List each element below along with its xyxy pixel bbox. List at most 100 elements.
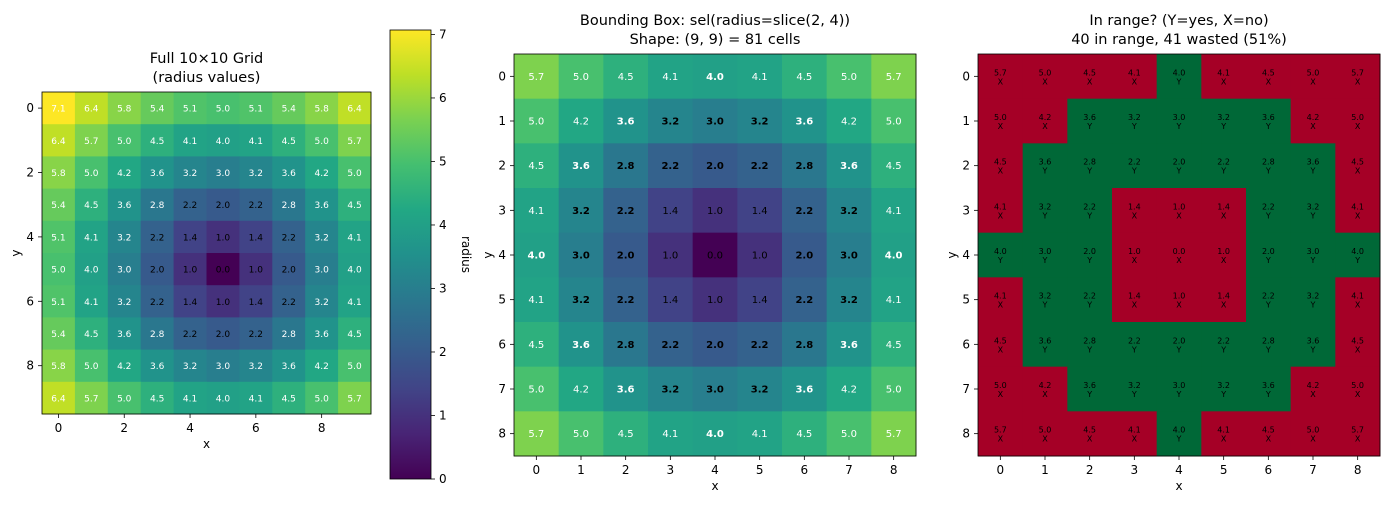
cell-marker-label: X bbox=[1355, 345, 1361, 354]
cell-value-label: 3.6 bbox=[572, 340, 590, 351]
heatmap-cell bbox=[305, 253, 339, 286]
heatmap-cell bbox=[107, 317, 142, 351]
cell-value-label: 4.0 bbox=[706, 72, 724, 83]
heatmap-cell bbox=[1022, 232, 1068, 278]
heatmap-cell bbox=[603, 54, 649, 100]
cell-value-label: 2.8 bbox=[1262, 158, 1275, 167]
heatmap-cell bbox=[140, 317, 175, 351]
cell-value-label: 4.1 bbox=[1128, 426, 1141, 435]
cell-value-label: 4.1 bbox=[1351, 202, 1364, 211]
cell-value-label: 5.0 bbox=[84, 169, 99, 179]
cell-marker-label: Y bbox=[1042, 301, 1048, 310]
heatmap-cell bbox=[603, 277, 649, 323]
colorbar-label: radius bbox=[459, 236, 473, 273]
heatmap-cell bbox=[1201, 98, 1247, 144]
heatmap-cell bbox=[305, 220, 339, 254]
cell-marker-label: Y bbox=[1265, 256, 1271, 265]
heatmap-cell bbox=[558, 188, 604, 234]
heatmap-cell bbox=[826, 98, 872, 144]
cell-marker-label: Y bbox=[1265, 301, 1271, 310]
heatmap-cell bbox=[692, 54, 738, 100]
heatmap-cell bbox=[1290, 232, 1336, 278]
heatmap-cell bbox=[173, 381, 207, 415]
cell-value-label: 2.8 bbox=[282, 330, 297, 340]
cell-value-label: 3.6 bbox=[1307, 336, 1320, 345]
cell-value-label: 5.0 bbox=[347, 362, 362, 372]
heatmap-cell bbox=[1201, 366, 1247, 412]
x-axis-label: x bbox=[1175, 479, 1182, 493]
heatmap-cell bbox=[1067, 411, 1113, 457]
x-tick-label: 7 bbox=[1309, 463, 1317, 477]
x-tick-label: 7 bbox=[845, 463, 853, 477]
y-tick-label: 5 bbox=[498, 293, 506, 307]
cell-value-label: 5.0 bbox=[347, 169, 362, 179]
cell-value-label: 1.0 bbox=[1128, 247, 1141, 256]
cell-value-label: 3.6 bbox=[617, 117, 635, 128]
cell-marker-label: Y bbox=[1310, 167, 1316, 176]
heatmap-cell bbox=[1246, 411, 1292, 457]
heatmap-cell bbox=[1067, 366, 1113, 412]
heatmap-cell bbox=[978, 98, 1024, 144]
x-tick-label: 6 bbox=[1265, 463, 1273, 477]
heatmap-cell bbox=[1067, 277, 1113, 323]
heatmap-cell bbox=[1335, 188, 1381, 234]
x-tick-label: 0 bbox=[533, 463, 541, 477]
heatmap-cell bbox=[206, 317, 240, 351]
cell-value-label: 3.2 bbox=[751, 385, 769, 396]
cell-value-label: 3.0 bbox=[706, 117, 724, 128]
cell-value-label: 2.2 bbox=[183, 201, 197, 211]
heatmap-cell bbox=[978, 411, 1024, 457]
heatmap-cell bbox=[338, 92, 372, 125]
cell-value-label: 1.0 bbox=[752, 251, 768, 262]
heatmap-cell bbox=[107, 253, 142, 286]
x-axis-label: x bbox=[711, 479, 718, 493]
cell-marker-label: Y bbox=[1131, 167, 1137, 176]
cell-marker-label: X bbox=[1221, 77, 1227, 86]
heatmap-cell bbox=[173, 349, 207, 383]
cell-value-label: 2.0 bbox=[706, 161, 724, 172]
heatmap-cell bbox=[826, 366, 872, 412]
cell-value-label: 2.2 bbox=[661, 340, 679, 351]
cell-value-label: 3.2 bbox=[314, 233, 328, 243]
cell-value-label: 1.0 bbox=[183, 266, 198, 276]
x-axis-label: x bbox=[203, 437, 210, 451]
cell-value-label: 4.1 bbox=[886, 295, 902, 306]
heatmap-cell bbox=[42, 188, 76, 222]
heatmap-cell bbox=[1201, 54, 1247, 100]
heatmap-cell bbox=[305, 124, 339, 157]
heatmap-cell bbox=[737, 277, 783, 323]
y-tick-label: 4 bbox=[498, 248, 506, 262]
cell-value-label: 3.6 bbox=[1262, 381, 1275, 390]
cell-marker-label: Y bbox=[1265, 167, 1271, 176]
cell-value-label: 4.1 bbox=[528, 295, 544, 306]
heatmap-cell bbox=[107, 156, 142, 190]
heatmap-cell bbox=[140, 156, 175, 190]
cell-marker-label: X bbox=[1132, 435, 1138, 444]
heatmap-cell bbox=[1156, 54, 1202, 100]
heatmap-cell bbox=[978, 277, 1024, 323]
heatmap-cell bbox=[826, 54, 872, 100]
cell-value-label: 3.6 bbox=[282, 362, 297, 372]
heatmap-cell bbox=[871, 98, 917, 144]
heatmap-cell bbox=[603, 143, 649, 189]
heatmap-cell bbox=[1335, 366, 1381, 412]
heatmap-cell bbox=[1067, 54, 1113, 100]
heatmap-cell bbox=[1112, 366, 1158, 412]
cell-value-label: 3.2 bbox=[1307, 292, 1320, 301]
cell-value-label: 4.1 bbox=[662, 72, 678, 83]
heatmap-cell bbox=[1335, 232, 1381, 278]
cell-value-label: 5.0 bbox=[841, 72, 857, 83]
cell-value-label: 5.7 bbox=[994, 426, 1007, 435]
heatmap-cell bbox=[305, 188, 339, 222]
cell-value-label: 5.0 bbox=[216, 105, 231, 115]
cell-marker-label: X bbox=[1176, 256, 1182, 265]
cell-value-label: 2.2 bbox=[249, 330, 263, 340]
heatmap-cell bbox=[107, 188, 142, 222]
cell-value-label: 0.0 bbox=[707, 251, 723, 262]
cell-value-label: 5.7 bbox=[886, 72, 902, 83]
cell-value-label: 5.7 bbox=[528, 72, 544, 83]
cell-value-label: 4.5 bbox=[886, 161, 902, 172]
heatmap-cell bbox=[1335, 411, 1381, 457]
heatmap-cell bbox=[1246, 232, 1292, 278]
heatmap-cell bbox=[978, 232, 1024, 278]
